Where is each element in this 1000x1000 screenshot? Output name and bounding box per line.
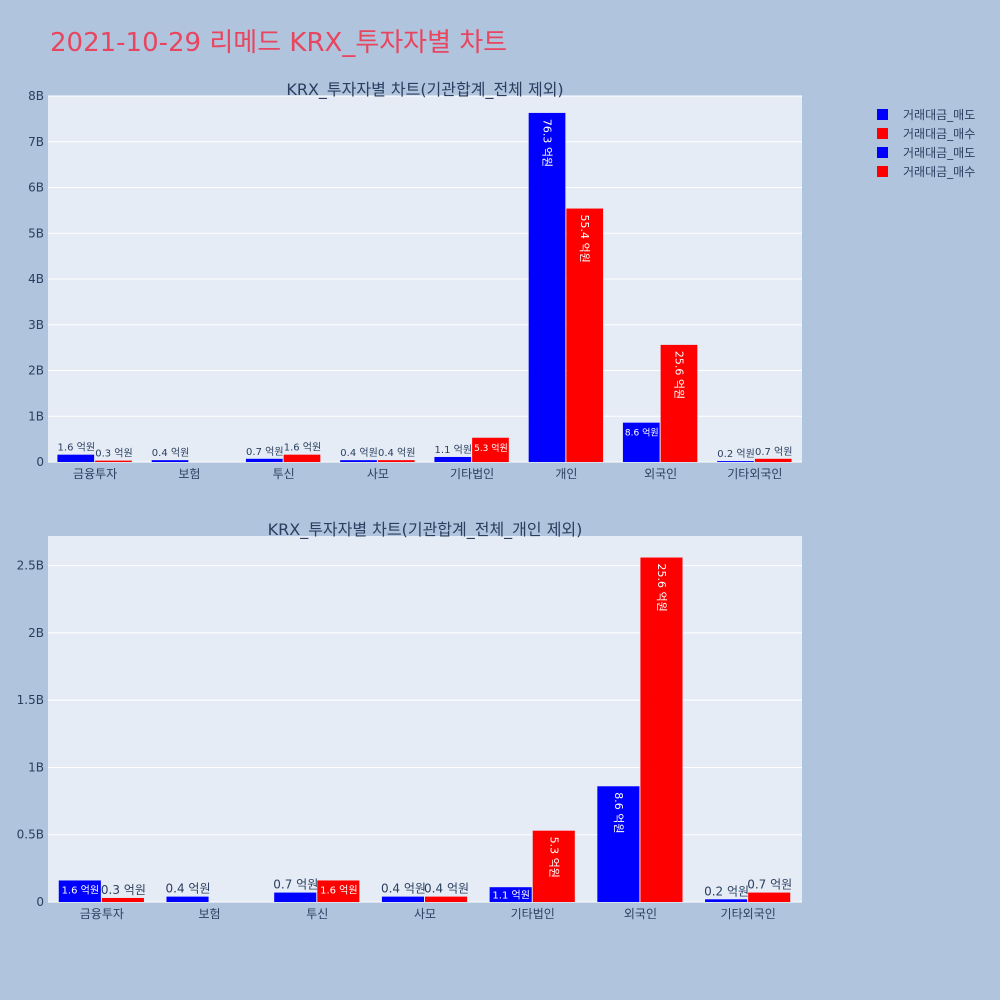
y-tick-label: 2.5B <box>17 559 44 573</box>
bar-data-label: 0.7 억원 <box>246 446 283 458</box>
y-tick-label: 1B <box>28 760 44 774</box>
plot-area <box>48 536 802 902</box>
bar-data-label: 25.6 억원 <box>672 351 685 399</box>
bar-data-label: 0.4 억원 <box>381 882 426 896</box>
bar-data-label: 55.4 억원 <box>578 215 591 263</box>
bar-data-label: 0.4 억원 <box>424 882 469 896</box>
bar-data-label: 0.3 억원 <box>101 883 146 897</box>
legend-label[interactable]: 거래대금_매도 <box>903 108 975 122</box>
bar-data-label: 1.6 억원 <box>284 442 321 454</box>
x-tick-label: 외국인 <box>644 467 677 481</box>
bar[interactable] <box>102 898 144 902</box>
bar-data-label: 0.3 억원 <box>95 448 132 460</box>
bar[interactable] <box>57 455 94 462</box>
bar-data-label: 1.1 억원 <box>492 890 529 902</box>
bar-data-label: 76.3 억원 <box>541 119 554 167</box>
bar-data-label: 1.1 억원 <box>435 444 472 456</box>
x-tick-label: 개인 <box>555 467 577 481</box>
bar-data-label: 0.7 억원 <box>755 446 792 458</box>
x-tick-label: 금융투자 <box>80 907 124 921</box>
bar[interactable] <box>284 455 321 462</box>
bar-data-label: 0.2 억원 <box>704 884 749 898</box>
y-tick-label: 5B <box>28 226 44 240</box>
x-tick-label: 사모 <box>367 467 389 481</box>
chart-title: KRX_투자자별 차트(기관합계_전체 제외) <box>286 80 563 100</box>
bar-data-label: 5.3 억원 <box>547 837 560 878</box>
chart-title: KRX_투자자별 차트(기관합계_전체_개인 제외) <box>268 520 583 540</box>
bar[interactable] <box>425 897 467 902</box>
bar-data-label: 0.4 억원 <box>166 882 211 896</box>
y-tick-label: 8B <box>28 89 44 103</box>
legend-label[interactable]: 거래대금_매수 <box>903 165 975 179</box>
bar[interactable] <box>246 459 283 462</box>
bar[interactable] <box>378 460 415 462</box>
bar[interactable] <box>166 897 208 902</box>
bar[interactable] <box>434 457 471 462</box>
x-tick-label: 투신 <box>306 907 328 921</box>
legend-label[interactable]: 거래대금_매도 <box>903 146 975 160</box>
bar-data-label: 0.4 억원 <box>378 447 415 459</box>
bar-data-label: 1.6 억원 <box>320 884 357 896</box>
bar-data-label: 8.6 억원 <box>625 427 659 439</box>
legend-label[interactable]: 거래대금_매수 <box>903 127 975 141</box>
y-tick-label: 4B <box>28 272 44 286</box>
bar[interactable] <box>152 460 189 462</box>
bar-data-label: 0.2 억원 <box>717 448 754 460</box>
x-tick-label: 기타외국인 <box>721 907 776 921</box>
y-tick-label: 1B <box>28 409 44 423</box>
chart-top: 0 1B 2B 3B 4B 5B 6B 7B 8B KRX_투자자별 차트(기관합계_전체 제외)… <box>28 80 802 481</box>
x-tick-label: 기타외국인 <box>727 467 782 481</box>
y-tick-label: 1.5B <box>17 693 44 707</box>
y-tick-label: 0.5B <box>17 828 44 842</box>
bar[interactable] <box>705 899 747 902</box>
y-tick-label: 2B <box>28 364 44 378</box>
bar-data-label: 0.7 억원 <box>747 878 792 892</box>
y-tick-label: 7B <box>28 135 44 149</box>
bar[interactable] <box>717 461 754 462</box>
bar-data-label: 1.6 억원 <box>62 884 99 896</box>
x-tick-label: 투신 <box>273 467 295 481</box>
legend-swatch[interactable] <box>877 109 888 120</box>
y-tick-label: 3B <box>28 318 44 332</box>
bar[interactable] <box>340 460 377 462</box>
y-tick-label: 0 <box>36 895 44 909</box>
legend-swatch[interactable] <box>877 128 888 139</box>
bar[interactable] <box>95 461 132 462</box>
bar-data-label: 0.4 억원 <box>152 447 189 459</box>
x-tick-label: 사모 <box>414 907 436 921</box>
y-tick-label: 6B <box>28 181 44 195</box>
bar[interactable] <box>755 459 792 462</box>
chart-bottom: 0 0.5B 1B 1.5B 2B 2.5B KRX_투자자별 차트(기관합계_전체_개인 … <box>17 520 802 921</box>
legend-swatch[interactable] <box>877 166 888 177</box>
y-tick-label: 2B <box>28 626 44 640</box>
x-tick-label: 기타법인 <box>450 467 494 481</box>
x-tick-label: 외국인 <box>624 907 657 921</box>
y-tick-label: 0 <box>36 455 44 469</box>
bar-data-label: 0.4 억원 <box>340 447 377 459</box>
bar-data-label: 5.3 억원 <box>474 442 508 454</box>
bar-data-label: 1.6 억원 <box>58 442 95 454</box>
x-tick-label: 금융투자 <box>73 467 117 481</box>
bar-data-label: 25.6 억원 <box>655 564 668 612</box>
bar-data-label: 0.7 억원 <box>273 878 318 892</box>
bar[interactable] <box>274 893 316 902</box>
x-tick-label: 보험 <box>199 907 221 921</box>
legend-swatch[interactable] <box>877 147 888 158</box>
x-tick-label: 기타법인 <box>511 907 555 921</box>
bar[interactable] <box>748 893 790 902</box>
bar[interactable] <box>382 897 424 902</box>
bar-data-label: 8.6 억원 <box>612 792 625 833</box>
x-tick-label: 보험 <box>178 467 200 481</box>
